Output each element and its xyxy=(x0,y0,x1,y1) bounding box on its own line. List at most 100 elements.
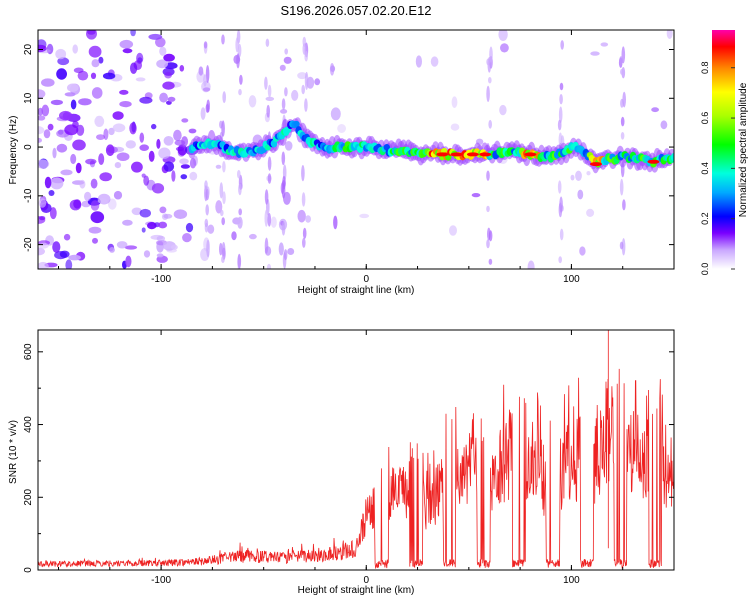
spectrogram-streak-blob xyxy=(206,239,210,258)
spectrogram-streak-blob xyxy=(221,217,225,226)
spectrogram-noise-blob xyxy=(159,92,169,103)
spectrogram-noise-blob xyxy=(119,39,134,49)
spectrogram-hotspot xyxy=(450,152,463,157)
spectrogram-noise-blob xyxy=(88,45,102,58)
spectrogram-noise-blob xyxy=(179,158,189,165)
spectrogram-streak-blob xyxy=(238,88,242,96)
spectrogram-streak-blob xyxy=(619,241,624,250)
spectrogram-noise-blob xyxy=(570,174,575,181)
spectrogram-noise-blob xyxy=(182,233,192,243)
spectrogram-streak-blob xyxy=(281,221,286,236)
spectrogram-streak-blob xyxy=(620,132,625,140)
spectrogram-noise-blob xyxy=(65,259,73,269)
spectrogram-streak-blob xyxy=(486,205,490,213)
spectrogram-streak-blob xyxy=(488,119,493,129)
spectrogram-noise-blob xyxy=(122,48,133,54)
spectrogram-streak-blob xyxy=(558,202,563,218)
spectrogram-streak-blob xyxy=(304,98,308,112)
spectrogram-noise-blob xyxy=(171,244,178,250)
spectrogram-ridge-cell xyxy=(670,153,674,162)
spectrogram-noise-blob xyxy=(90,72,97,80)
spectrogram-streak-blob xyxy=(238,183,242,196)
spectrogram-noise-blob xyxy=(305,215,311,223)
spectrogram-ridge-layer xyxy=(187,117,674,174)
spectrogram-noise-blob xyxy=(113,190,123,200)
spectrogram-noise-blob xyxy=(297,209,306,223)
spectrogram-noise-blob xyxy=(116,241,128,249)
spectrogram-noise-blob xyxy=(249,233,257,240)
snr-series-line xyxy=(38,330,674,570)
spectrogram-noise-blob xyxy=(129,122,137,135)
spectrogram-noise-blob xyxy=(44,176,52,189)
spectrogram-noise-blob xyxy=(94,115,105,127)
spectrogram-streak-blob xyxy=(236,53,240,69)
spectrogram-streak-blob xyxy=(560,40,564,50)
spectrogram-y-label: Frequency (Hz) xyxy=(8,116,19,185)
spectrogram-streak-blob xyxy=(622,91,626,108)
spectrogram-noise-blob xyxy=(333,215,338,230)
spectrogram-noise-blob xyxy=(185,222,194,233)
spectrogram-noise-blob xyxy=(39,242,49,249)
spectrogram-noise-blob xyxy=(92,237,98,244)
spectrogram-noise-blob xyxy=(52,147,57,159)
spectrogram-streak-blob xyxy=(619,178,624,196)
spectrogram-noise-blob xyxy=(163,161,175,172)
spectrogram-noise-blob xyxy=(139,208,151,218)
spectrogram-noise-blob xyxy=(47,123,54,131)
spectrogram-noise-blob xyxy=(287,248,295,255)
spectrogram-noise-blob xyxy=(590,51,600,56)
spectrogram-noise-blob xyxy=(180,164,190,169)
spectrogram-noise-blob xyxy=(198,66,204,76)
spectrogram-noise-blob xyxy=(91,87,103,99)
colorbar-gradient xyxy=(712,30,735,269)
spectrogram-streak-blob xyxy=(221,120,225,137)
spectrogram-noise-blob xyxy=(173,129,182,142)
spectrogram-noise-blob xyxy=(156,253,164,258)
spectrogram-streak-blob xyxy=(235,37,239,53)
spectrogram-noise-blob xyxy=(135,77,146,82)
spectrogram-noise-blob xyxy=(130,62,138,74)
spectrogram-noise-blob xyxy=(48,190,55,196)
spectrogram-streak-blob xyxy=(267,173,272,184)
spectrogram-streak-blob xyxy=(265,38,270,47)
spectrogram-noise-blob xyxy=(90,178,98,189)
spectrogram-streak-blob xyxy=(220,209,224,217)
y-tick-label: 0 xyxy=(23,144,34,150)
spectrogram-noise-blob xyxy=(50,177,64,190)
spectrogram-streak-blob xyxy=(203,74,207,87)
colorbar-label: Normalized spectral amplitude xyxy=(738,82,749,217)
spectrogram-ridge-cell xyxy=(293,120,300,128)
spectrogram-noise-blob xyxy=(78,98,92,106)
spectrogram-streak-blob xyxy=(486,170,490,181)
spectrogram-noise-blob xyxy=(99,172,112,182)
spectrogram-noise-blob xyxy=(108,127,115,136)
spectrogram-noise-blob xyxy=(430,56,439,67)
spectrogram-noise-blob xyxy=(139,96,153,104)
spectrogram-streak-blob xyxy=(557,180,562,194)
spectrogram-noise-blob xyxy=(64,124,79,136)
spectrogram-streak-blob xyxy=(237,253,242,269)
spectrogram-noise-blob xyxy=(215,164,222,169)
spectrogram-streak-blob xyxy=(558,256,562,264)
spectrogram-noise-blob xyxy=(76,124,85,136)
spectrogram-noise-blob xyxy=(122,219,133,226)
spectrogram-streak-blob xyxy=(486,85,490,102)
spectrogram-streak-blob xyxy=(267,213,272,227)
spectrogram-noise-blob xyxy=(471,193,481,198)
spectrogram-streak-blob xyxy=(219,242,223,256)
x-tick-label: 100 xyxy=(563,274,580,285)
colorbar: 0.0 0.2 0.4 0.6 0.8 Normalized spectral ampl… xyxy=(700,30,749,275)
spectrogram-streak-blob xyxy=(281,151,286,166)
spectrogram-streak-blob xyxy=(219,182,224,199)
spectrogram-noise-blob xyxy=(359,213,370,219)
spectrogram-streak-blob xyxy=(267,84,272,98)
spectrogram-streak-blob xyxy=(558,106,563,124)
spectrogram-noise-blob xyxy=(189,171,198,181)
spectrogram-noise-blob xyxy=(330,65,336,72)
spectrogram-noise-blob xyxy=(237,216,243,229)
spectrogram-noise-blob xyxy=(67,83,79,92)
spectrogram-streak-blob xyxy=(264,209,269,227)
y-tick-label: 20 xyxy=(23,44,34,56)
spectrogram-noise-blob xyxy=(119,89,129,95)
